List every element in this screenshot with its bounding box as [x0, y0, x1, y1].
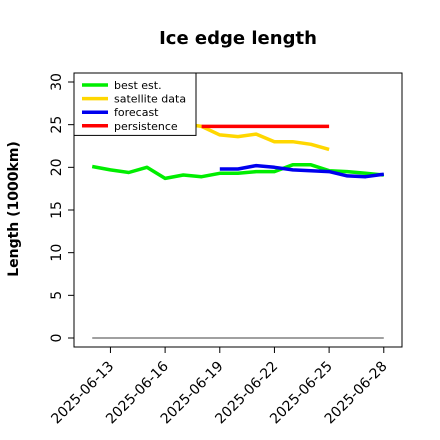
y-tick-label-10: 10: [49, 244, 65, 262]
y-tick-label-30: 30: [49, 73, 65, 91]
x-axis: 2025-06-132025-06-162025-06-192025-06-22…: [48, 347, 391, 427]
legend-label-best-est: best est.: [114, 79, 162, 92]
y-axis-label: Length (1000km): [6, 141, 22, 277]
y-tick-label-25: 25: [49, 116, 65, 134]
y-tick-label-0: 0: [49, 334, 65, 343]
legend-label-forecast: forecast: [114, 106, 159, 119]
series-line-best-est: [91, 163, 384, 181]
y-axis: 0 5 10 15 20 25 30: [49, 73, 74, 342]
legend-label-satellite-data: satellite data: [114, 93, 186, 106]
series-line-forecast: [219, 163, 385, 179]
y-tick-label-15: 15: [49, 201, 65, 219]
legend-label-persistence: persistence: [114, 120, 178, 133]
chart-title: Ice edge length: [159, 28, 317, 49]
series-line-satellite-data: [183, 122, 330, 152]
y-tick-label-20: 20: [49, 158, 65, 176]
y-tick-label-5: 5: [49, 291, 65, 300]
series-layer: [91, 122, 385, 181]
legend: best est.satellite dataforecastpersisten…: [73, 72, 197, 136]
